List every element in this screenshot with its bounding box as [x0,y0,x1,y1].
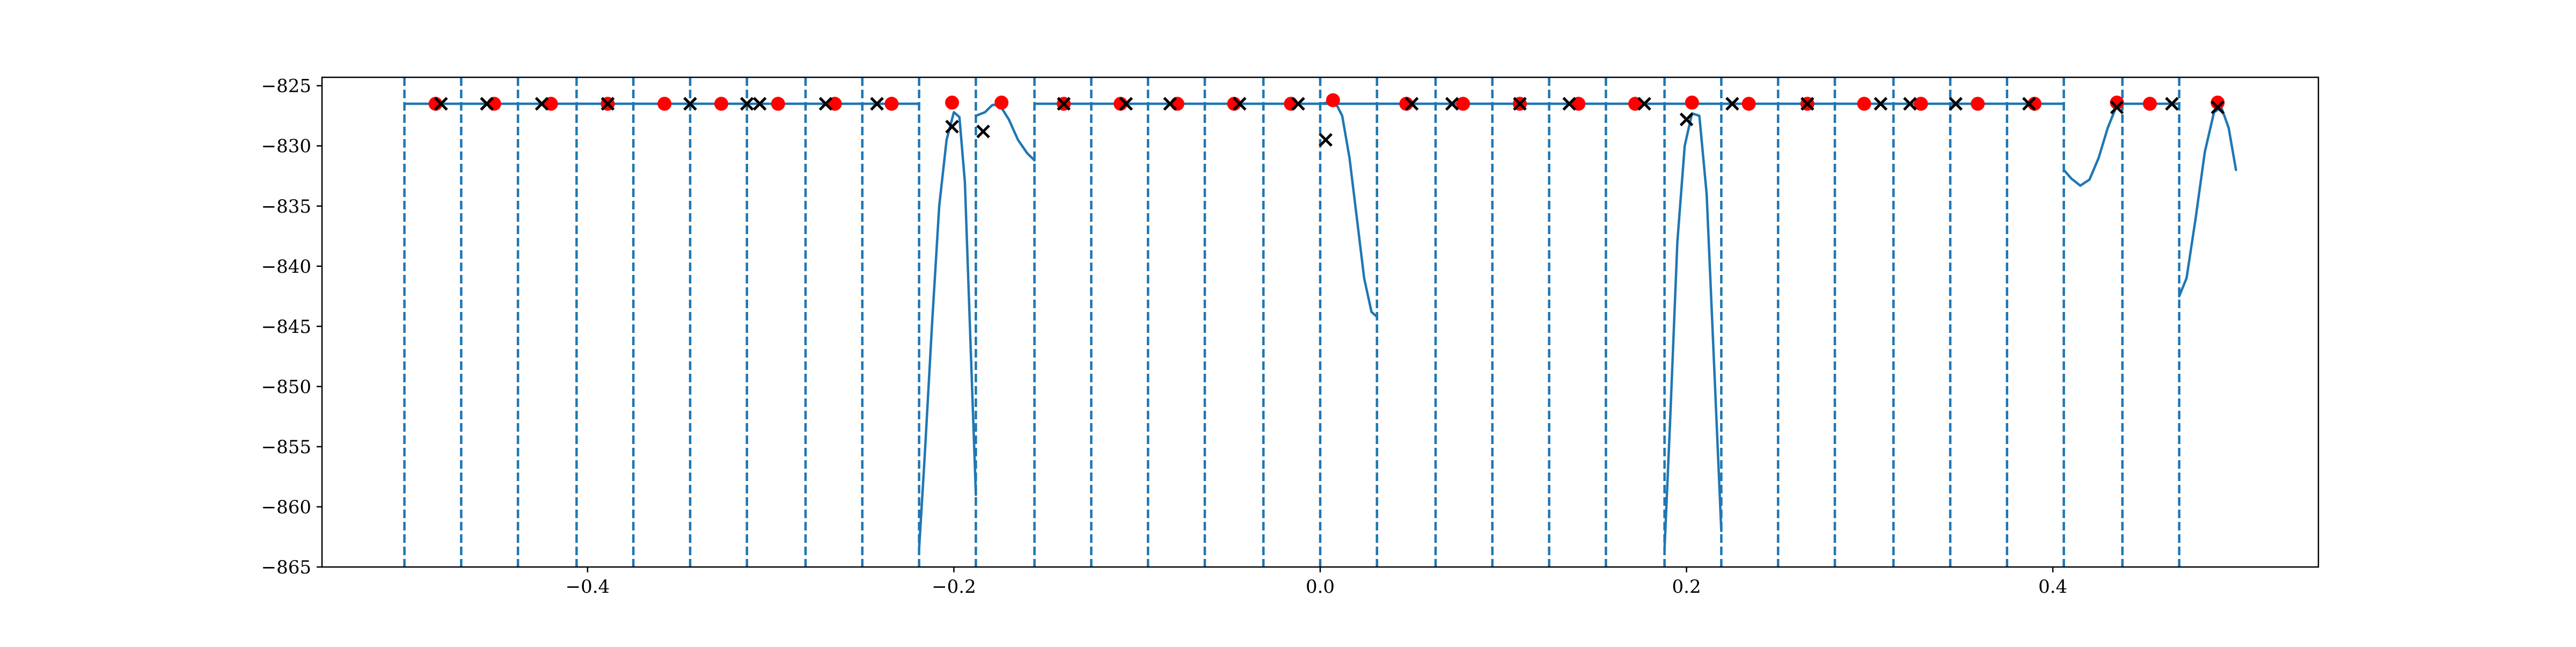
red-point-4 [657,97,672,111]
red-point-25 [1857,97,1871,111]
x-marker-29 [2110,100,2124,114]
x-marker-16 [1319,133,1333,147]
x-marker-3 [601,97,615,111]
red-point-1 [487,97,501,111]
x-markers [434,97,2225,147]
x-marker-8 [870,97,884,111]
x-marker-20 [1562,97,1576,111]
x-marker-1 [480,97,494,111]
x-marker-27 [1949,97,1963,111]
curve-segment-10 [2178,106,2237,298]
y-tick-label-2: −835 [261,196,311,217]
x-marker-31 [2211,100,2225,114]
red-point-21 [1628,97,1643,111]
red-point-5 [714,97,728,111]
red-point-26 [1914,97,1928,111]
x-marker-23 [1725,97,1739,111]
red-point-15 [1284,97,1298,111]
y-tick-label-4: −845 [261,316,311,338]
x-marker-14 [1233,97,1247,111]
x-marker-7 [818,97,833,111]
red-point-20 [1571,97,1586,111]
x-marker-18 [1445,97,1459,111]
red-point-8 [884,97,899,111]
x-marker-26 [1903,97,1917,111]
x-marker-10 [976,125,990,139]
plot-area-background [322,77,2318,567]
red-point-29 [2110,96,2124,110]
x-marker-0 [434,97,448,111]
x-marker-25 [1874,97,1888,111]
x-marker-30 [2165,97,2179,111]
red-point-6 [771,97,785,111]
x-marker-2 [535,97,549,111]
axes: −0.4 −0.2 0.0 0.2 0.4 −825 −830 −835 −840 −845 −85… [261,76,2319,598]
red-point-30 [2143,97,2157,111]
x-marker-11 [1057,97,1071,111]
red-point-9 [945,96,960,110]
red-point-7 [828,97,842,111]
x-marker-22 [1679,112,1694,127]
boundary-lines [403,77,2180,567]
x-tick-label-0: −0.4 [566,576,610,598]
y-tick-label-0: −825 [261,76,311,97]
x-marker-12 [1119,97,1133,111]
x-marker-24 [1801,97,1814,111]
red-point-2 [544,97,558,111]
x-tick-label-1: −0.2 [932,576,976,598]
x-marker-19 [1513,97,1527,111]
red-point-13 [1170,97,1184,111]
x-marker-28 [2022,97,2036,111]
red-point-27 [1971,97,1985,111]
red-point-31 [2211,96,2225,110]
x-marker-9 [945,120,959,134]
y-tick-label-8: −865 [261,557,311,578]
red-point-18 [1456,97,1470,111]
x-marker-4 [683,97,697,111]
y-tick-label-3: −840 [261,256,311,278]
red-point-16 [1326,93,1340,107]
x-tick-label-3: 0.2 [1672,576,1701,598]
x-marker-5 [740,97,754,111]
x-marker-17 [1404,97,1419,111]
x-tick-label-4: 0.4 [2038,576,2067,598]
red-point-10 [994,96,1009,110]
y-tick-label-5: −850 [261,376,311,398]
y-tick-label-6: −855 [261,437,311,458]
red-point-23 [1741,97,1756,111]
x-tick-label-2: 0.0 [1306,576,1335,598]
curve-segment-2 [975,104,1036,162]
x-marker-13 [1163,97,1177,111]
y-tick-label-7: −860 [261,497,311,518]
x-marker-6 [752,97,767,111]
x-marker-15 [1291,97,1305,111]
y-tick-label-1: −830 [261,136,311,157]
red-point-22 [1685,96,1699,110]
x-marker-21 [1637,97,1651,111]
